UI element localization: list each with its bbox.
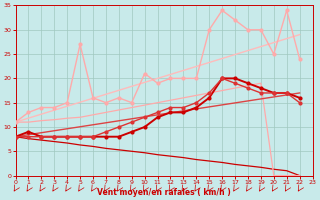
X-axis label: Vent moyen/en rafales ( km/h ): Vent moyen/en rafales ( km/h ) (97, 188, 231, 197)
